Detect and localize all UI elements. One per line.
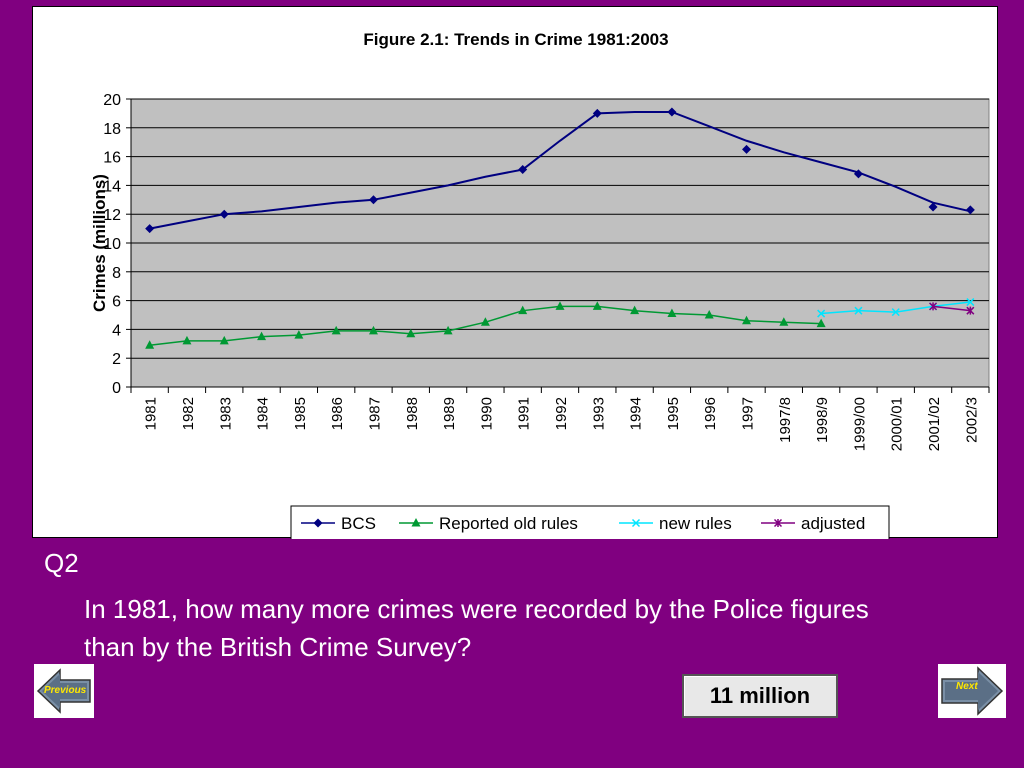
legend-marker-bcs — [313, 518, 323, 528]
y-tick-label: 20 — [103, 92, 121, 109]
y-tick-label: 4 — [112, 322, 121, 339]
x-tick-label: 1985 — [292, 397, 309, 430]
question-number: Q2 — [44, 548, 79, 578]
legend-marker-new-rules — [631, 518, 641, 528]
x-tick-label: 1993 — [590, 397, 607, 430]
data-point-bcs — [145, 224, 155, 234]
y-tick-label: 6 — [112, 294, 121, 311]
data-point-bcs — [219, 209, 229, 219]
series-line-bcs — [149, 110, 971, 230]
legend-label-bcs: BCS — [341, 514, 376, 533]
data-point-reported-old-rules — [779, 317, 789, 326]
previous-label: Previous — [44, 685, 87, 696]
data-point-reported-old-rules — [368, 325, 378, 335]
y-tick-label: 16 — [103, 150, 121, 167]
line-chart: Figure 2.1: Trends in Crime 1981:2003 0 2 4… — [90, 30, 990, 539]
data-point-adjusted — [929, 302, 938, 311]
data-point-bcs — [965, 205, 975, 215]
previous-button[interactable]: Previous — [34, 664, 94, 718]
y-tick-label: 12 — [103, 207, 121, 224]
x-tick-label: 1988 — [404, 397, 421, 430]
next-label: Next — [956, 681, 978, 692]
x-tick-label: 1998/9 — [814, 397, 831, 443]
legend-label-new-rules: new rules — [659, 514, 732, 533]
data-point-reported-old-rules — [742, 315, 752, 325]
legend-label-reported-old-rules: Reported old rules — [439, 514, 578, 533]
data-point-reported-old-rules — [443, 325, 453, 335]
x-tick-label: 1982 — [180, 397, 197, 430]
data-point-reported-old-rules — [145, 340, 155, 349]
y-tick-label: 18 — [103, 121, 121, 138]
x-tick-label: 1992 — [553, 397, 570, 430]
chart-title: Figure 2.1: Trends in Crime 1981:2003 — [363, 30, 668, 49]
data-point-bcs — [518, 165, 528, 175]
x-tick-label: 1997 — [740, 397, 757, 430]
data-point-reported-old-rules — [480, 317, 490, 326]
data-point-reported-old-rules — [518, 305, 528, 315]
x-tick-label: 1981 — [143, 397, 160, 430]
data-point-new-rules — [817, 309, 826, 318]
data-point-bcs — [592, 108, 602, 118]
legend — [290, 505, 890, 539]
right-arrow-icon — [941, 666, 1004, 716]
data-point-reported-old-rules — [816, 318, 826, 328]
data-point-reported-old-rules — [630, 305, 640, 315]
next-button[interactable]: Next — [938, 664, 1006, 718]
x-tick-label: 1983 — [217, 397, 234, 430]
data-point-reported-old-rules — [294, 330, 304, 339]
chart-panel: Figure 2.1: Trends in Crime 1981:2003 0 2 4… — [32, 6, 998, 539]
x-tick-label: 1989 — [441, 397, 458, 430]
data-point-reported-old-rules — [257, 331, 267, 341]
x-tick-label: 1994 — [628, 397, 645, 430]
x-tick-label: 1996 — [702, 397, 719, 430]
data-point-new-rules — [966, 298, 975, 307]
x-tick-label: 1986 — [329, 397, 346, 430]
x-tick-label: 1997/8 — [777, 397, 794, 443]
left-arrow-icon — [36, 668, 91, 714]
y-tick-label: 14 — [103, 178, 121, 195]
data-point-new-rules — [891, 308, 900, 317]
x-tick-label: 1984 — [255, 397, 272, 430]
question-text: In 1981, how many more crimes were recor… — [84, 594, 869, 662]
x-tick-label: 1995 — [665, 397, 682, 430]
y-tick-label: 2 — [112, 351, 121, 368]
y-tick-label: 8 — [112, 265, 121, 282]
x-tick-label: 1999/00 — [851, 397, 868, 451]
x-tick-label: 1990 — [478, 397, 495, 430]
data-point-new-rules — [854, 306, 863, 315]
data-point-reported-old-rules — [592, 301, 602, 310]
data-point-bcs — [853, 169, 863, 179]
x-tick-label: 2002/3 — [963, 397, 980, 443]
legend-marker-reported-old-rules — [411, 518, 421, 527]
data-point-bcs — [368, 195, 378, 205]
data-point-reported-old-rules — [219, 335, 229, 345]
data-point-bcs — [742, 144, 752, 154]
legend-label-adjusted: adjusted — [801, 514, 865, 533]
data-point-reported-old-rules — [555, 301, 565, 310]
x-tick-label: 2000/01 — [889, 397, 906, 451]
data-point-reported-old-rules — [331, 325, 341, 335]
y-tick-label: 0 — [112, 380, 121, 397]
data-point-reported-old-rules — [704, 310, 714, 319]
data-point-reported-old-rules — [182, 335, 192, 345]
x-tick-label: 1991 — [516, 397, 533, 430]
legend-marker-adjusted — [773, 518, 783, 528]
series-line-adjusted — [932, 305, 971, 312]
data-point-bcs — [928, 202, 938, 212]
x-tick-label: 2001/02 — [926, 397, 943, 451]
data-point-reported-old-rules — [406, 328, 416, 338]
data-point-adjusted — [966, 306, 975, 315]
answer-button[interactable]: 11 million — [682, 674, 838, 718]
y-axis-label: Crimes (millions) — [90, 174, 109, 312]
y-tick-label: 10 — [103, 236, 121, 253]
data-point-reported-old-rules — [667, 308, 677, 318]
x-tick-label: 1987 — [366, 397, 383, 430]
data-point-bcs — [667, 107, 677, 117]
